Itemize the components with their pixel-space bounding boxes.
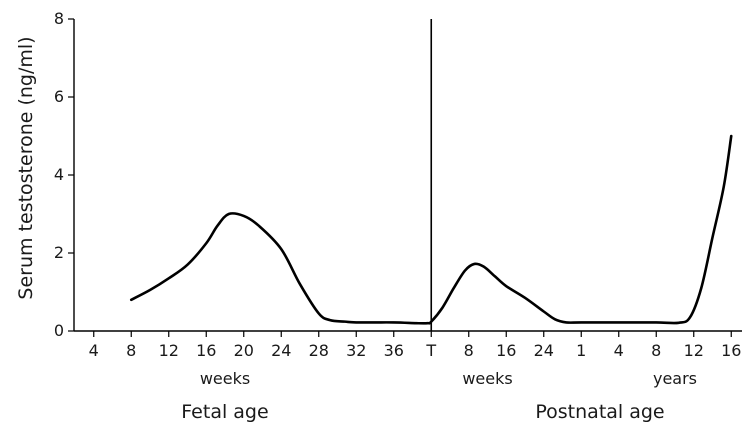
x-tick-label: 4 [89,341,99,360]
x-tick-label: 24 [271,341,291,360]
x-unit-label: weeks [200,369,250,388]
x-tick-label: 16 [721,341,741,360]
axes [73,19,742,332]
x-tick-label: 32 [346,341,366,360]
section-label: Fetal age [181,401,268,423]
x-tick-label: 8 [464,341,474,360]
y-tick-label: 0 [54,321,64,340]
y-tick-label: 2 [54,243,64,262]
y-tick-label: 8 [54,9,64,28]
x-tick-label: 1 [576,341,586,360]
series-layer [129,134,733,325]
x-tick-label: 36 [384,341,404,360]
tick-marks [68,18,732,337]
x-unit-label: years [653,369,697,388]
x-tick-label: 12 [159,341,179,360]
x-tick-label: 4 [614,341,624,360]
x-tick-label: 16 [496,341,516,360]
x-tick-label: 24 [534,341,554,360]
x-tick-label: T [425,341,436,360]
x-unit-label: weeks [462,369,512,388]
testosterone-series-line [129,134,733,325]
y-tick-label: 4 [54,165,64,184]
x-tick-label: 16 [196,341,216,360]
x-tick-label: 12 [684,341,704,360]
section-label: Postnatal age [535,401,664,423]
y-axis-title: Serum testosterone (ng/ml) [15,36,37,299]
x-tick-label: 8 [126,341,136,360]
x-tick-label: 8 [651,341,661,360]
x-tick-label: 20 [234,341,254,360]
y-tick-label: 6 [54,87,64,106]
x-tick-label: 28 [309,341,329,360]
